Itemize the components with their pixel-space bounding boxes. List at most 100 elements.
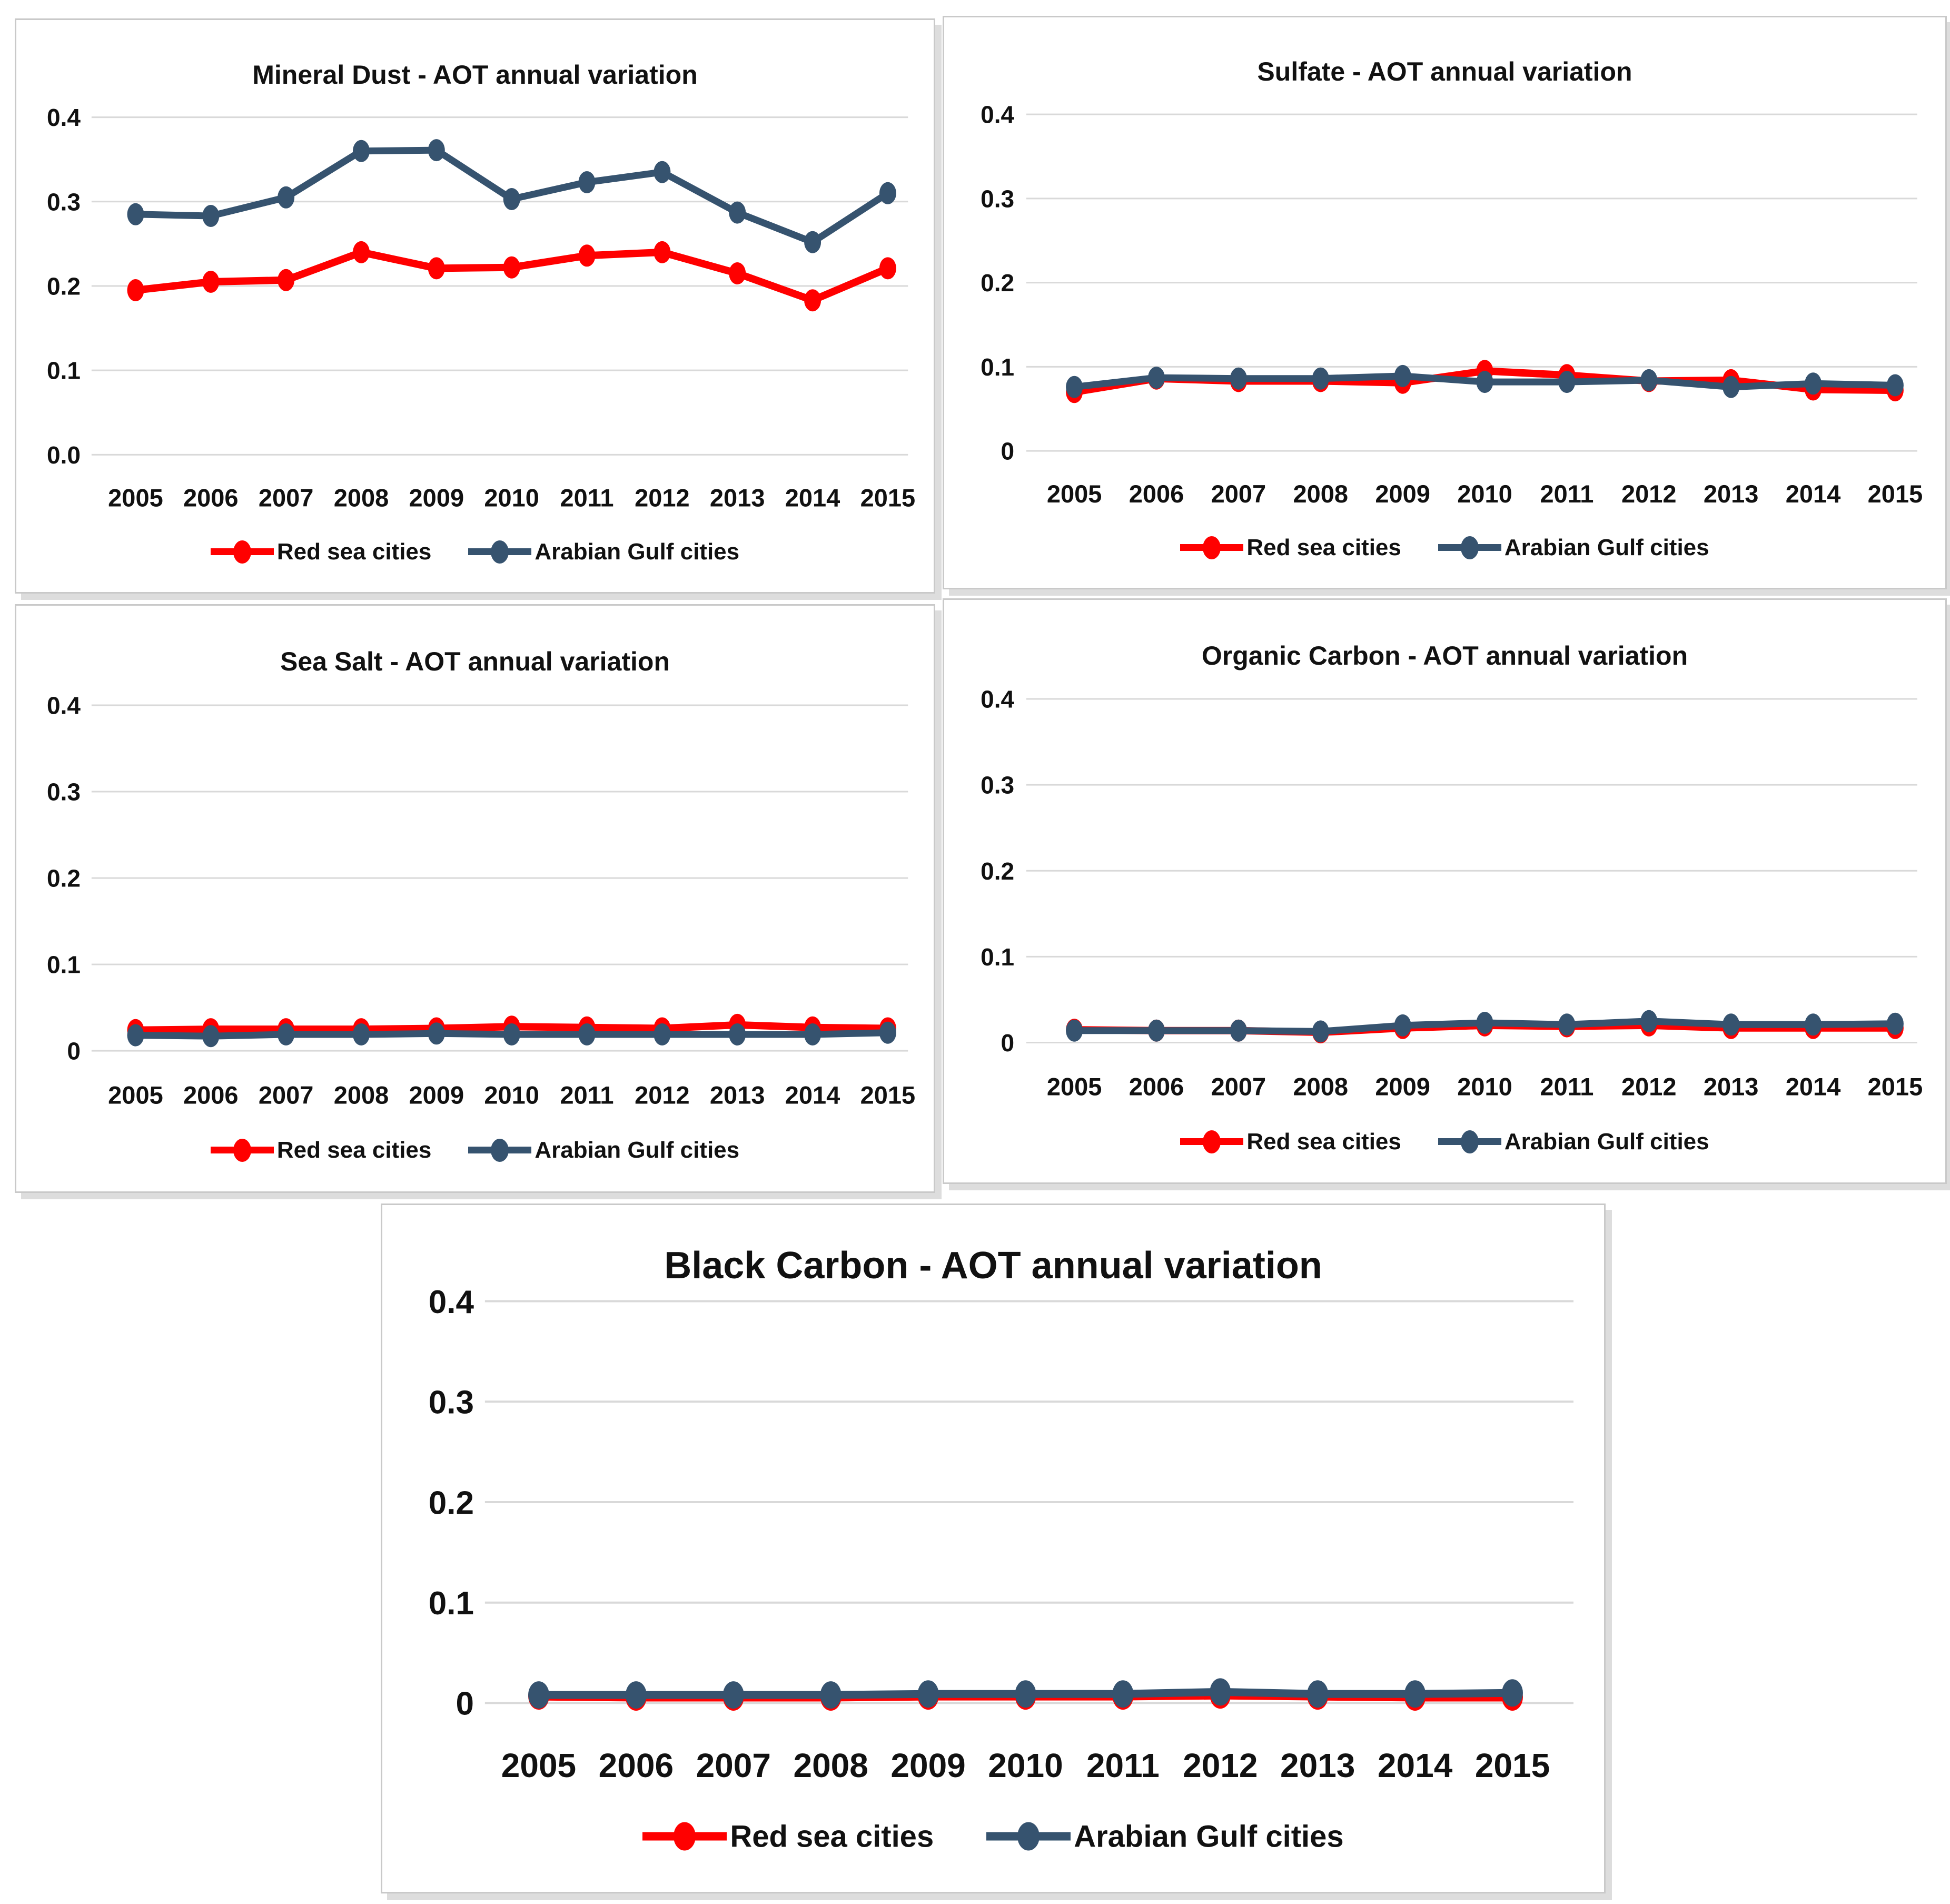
x-axis-tick-label: 2012 xyxy=(635,1081,690,1109)
data-point-arabian-gulf-cities xyxy=(1640,1010,1658,1032)
legend-marker-arabian-gulf-cities-icon xyxy=(468,539,532,565)
legend-item-arabian-gulf-cities: Arabian Gulf cities xyxy=(468,1137,739,1163)
y-axis-tick-label: 0.1 xyxy=(47,951,81,979)
x-axis-tick-label: 2006 xyxy=(599,1747,674,1784)
legend-label: Red sea cities xyxy=(730,1819,934,1854)
x-axis-tick-label: 2015 xyxy=(1475,1747,1550,1784)
data-point-arabian-gulf-cities xyxy=(1723,376,1740,398)
data-point-red-sea-cities xyxy=(578,244,596,267)
legend-marker-arabian-gulf-cities-icon xyxy=(468,1137,532,1163)
x-axis-tick-label: 2012 xyxy=(635,484,690,512)
data-point-arabian-gulf-cities xyxy=(654,161,671,183)
x-axis-tick-label: 2013 xyxy=(710,484,765,512)
data-point-arabian-gulf-cities xyxy=(202,1025,220,1048)
data-point-arabian-gulf-cities xyxy=(1805,1013,1822,1036)
data-point-arabian-gulf-cities xyxy=(1230,1019,1247,1042)
y-axis-tick-label: 0.2 xyxy=(981,269,1014,297)
data-point-red-sea-cities xyxy=(654,241,671,263)
chart-canvas: 0.4 0.3 0.2 0.1 0 2005 2006 2007 2008 2009 2010 201… xyxy=(981,686,1923,1101)
chart-title: Sulfate - AOT annual variation xyxy=(1257,57,1632,87)
chart-legend: Red sea cities Arabian Gulf cities xyxy=(382,1819,1604,1854)
x-axis-tick-label: 2008 xyxy=(334,1081,389,1109)
y-axis-tick-label: 0.2 xyxy=(429,1485,474,1521)
data-point-arabian-gulf-cities xyxy=(917,1680,939,1708)
x-axis-tick-label: 2015 xyxy=(1868,1072,1923,1100)
data-point-arabian-gulf-cities xyxy=(729,1023,746,1045)
chart-legend: Red sea cities Arabian Gulf cities xyxy=(944,535,1945,561)
data-point-arabian-gulf-cities xyxy=(1312,1020,1329,1043)
data-point-arabian-gulf-cities xyxy=(1404,1680,1426,1708)
data-point-arabian-gulf-cities xyxy=(1112,1680,1134,1708)
x-axis-tick-label: 2010 xyxy=(484,484,539,512)
data-point-arabian-gulf-cities xyxy=(654,1023,671,1045)
legend-marker-red-sea-cities-icon xyxy=(210,539,274,565)
legend-label: Arabian Gulf cities xyxy=(1504,1128,1709,1155)
x-axis-tick-label: 2011 xyxy=(1540,480,1593,508)
chart-legend: Red sea cities Arabian Gulf cities xyxy=(16,1137,934,1163)
data-point-arabian-gulf-cities xyxy=(820,1681,842,1709)
x-axis-tick-label: 2015 xyxy=(860,1081,916,1109)
x-axis-tick-label: 2014 xyxy=(1786,1072,1841,1100)
x-axis-tick-label: 2005 xyxy=(108,484,163,512)
chart-legend: Red sea cities Arabian Gulf cities xyxy=(16,539,934,565)
y-axis-tick-label: 0 xyxy=(456,1686,474,1722)
legend-label: Arabian Gulf cities xyxy=(1504,535,1709,561)
data-point-red-sea-cities xyxy=(428,257,445,280)
chart-panel-organic-carbon: Organic Carbon - AOT annual variation 0.4… xyxy=(943,598,1947,1184)
y-axis-tick-label: 0.3 xyxy=(429,1385,474,1421)
data-point-arabian-gulf-cities xyxy=(804,1023,821,1045)
x-axis-tick-label: 2011 xyxy=(560,484,614,512)
x-axis-tick-label: 2014 xyxy=(785,1081,840,1109)
data-point-arabian-gulf-cities xyxy=(503,188,520,210)
chart-title: Black Carbon - AOT annual variation xyxy=(664,1245,1322,1287)
legend-label: Red sea cities xyxy=(1246,535,1401,561)
data-point-red-sea-cities xyxy=(729,262,746,284)
data-point-arabian-gulf-cities xyxy=(1312,367,1329,390)
data-point-arabian-gulf-cities xyxy=(528,1681,549,1709)
data-point-arabian-gulf-cities xyxy=(1558,371,1576,393)
x-axis-tick-label: 2009 xyxy=(1375,1072,1430,1100)
y-axis-tick-label: 0.4 xyxy=(981,101,1014,129)
legend-item-arabian-gulf-cities: Arabian Gulf cities xyxy=(1438,1129,1709,1155)
data-point-arabian-gulf-cities xyxy=(1148,367,1165,389)
legend-item-red-sea-cities: Red sea cities xyxy=(642,1819,934,1854)
data-point-arabian-gulf-cities xyxy=(1476,1012,1493,1034)
legend-item-red-sea-cities: Red sea cities xyxy=(210,1137,431,1163)
legend-marker-red-sea-cities-icon xyxy=(1180,535,1244,561)
y-axis-tick-label: 0.1 xyxy=(47,357,81,384)
legend-label: Arabian Gulf cities xyxy=(1074,1819,1344,1854)
x-axis-tick-label: 2006 xyxy=(1129,1072,1184,1100)
data-point-arabian-gulf-cities xyxy=(1307,1680,1329,1708)
data-point-arabian-gulf-cities xyxy=(722,1681,744,1709)
y-axis-tick-label: 0.1 xyxy=(981,943,1014,971)
chart-canvas: 0.4 0.3 0.2 0.1 0.0 2005 2006 2007 2008 2009 2010 2… xyxy=(47,104,916,512)
y-axis-tick-label: 0.3 xyxy=(981,772,1014,799)
x-axis-tick-label: 2014 xyxy=(1786,480,1841,508)
x-axis-tick-label: 2012 xyxy=(1621,480,1677,508)
x-axis-tick-label: 2012 xyxy=(1183,1747,1258,1784)
data-point-arabian-gulf-cities xyxy=(353,1023,370,1045)
data-point-arabian-gulf-cities xyxy=(1502,1679,1523,1707)
legend-item-red-sea-cities: Red sea cities xyxy=(1180,535,1401,561)
legend-marker-red-sea-cities-icon xyxy=(642,1821,727,1852)
x-axis-tick-label: 2009 xyxy=(409,484,464,512)
y-axis-tick-label: 0 xyxy=(1001,438,1014,465)
x-axis-tick-label: 2015 xyxy=(1868,480,1923,508)
data-point-arabian-gulf-cities xyxy=(1394,1014,1411,1037)
data-point-arabian-gulf-cities xyxy=(1805,372,1822,395)
x-axis-tick-label: 2005 xyxy=(108,1081,163,1109)
x-axis-tick-label: 2008 xyxy=(1293,480,1348,508)
chart-canvas: 0.4 0.3 0.2 0.1 0 2005 2006 2007 2008 2009 2010 201… xyxy=(47,692,916,1109)
legend-marker-red-sea-cities-icon xyxy=(1180,1129,1244,1155)
x-axis-tick-label: 2005 xyxy=(1047,1072,1102,1100)
data-point-red-sea-cities xyxy=(353,241,370,263)
data-point-arabian-gulf-cities xyxy=(729,201,746,224)
chart-panel-sulfate: Sulfate - AOT annual variation 0.4 0.3 0.2 0… xyxy=(943,16,1947,589)
x-axis-tick-label: 2007 xyxy=(1211,1072,1266,1100)
y-axis-tick-label: 0.4 xyxy=(429,1284,474,1320)
y-axis-tick-label: 0.1 xyxy=(981,353,1014,381)
y-axis-tick-label: 0.1 xyxy=(429,1585,474,1622)
data-point-arabian-gulf-cities xyxy=(1640,369,1658,391)
x-axis-tick-label: 2006 xyxy=(1129,480,1184,508)
x-axis-tick-label: 2015 xyxy=(860,484,916,512)
